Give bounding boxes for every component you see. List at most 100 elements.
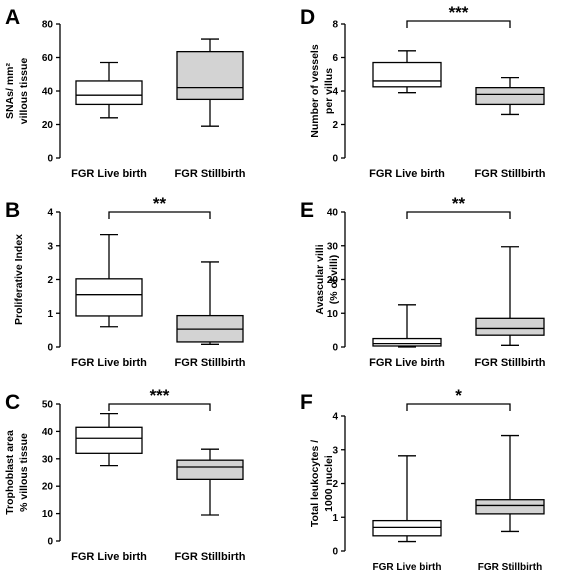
panel-c: C 0 10 20 30 40 50 Trophoblast area% villous ti…: [4, 386, 246, 563]
box-stillbirth: [475, 76, 545, 116]
box-stillbirth: [176, 38, 244, 127]
y-tick-label: 2: [332, 120, 338, 131]
category-label: FGR Stillbirth: [475, 357, 546, 369]
box-iqr: [75, 278, 143, 317]
significance-bracket: [406, 20, 511, 28]
y-tick-label: 30: [327, 241, 339, 252]
significance-bracket: [108, 403, 211, 411]
y-tick-label: 6: [332, 53, 338, 64]
y-tick-label: 4: [332, 87, 338, 98]
y-axis-label: Trophoblast area: [4, 430, 16, 515]
y-axis-label: 1000 nuclei: [323, 455, 335, 512]
y-tick-label: 0: [47, 537, 53, 548]
y-axis-label: Number of vessels: [309, 44, 321, 138]
y-tick-label: 50: [42, 400, 54, 411]
box-iqr: [475, 499, 545, 515]
box-live-birth: [372, 50, 442, 94]
y-tick-label: 30: [42, 454, 54, 465]
panel-letter: B: [5, 199, 20, 222]
significance-bracket: [406, 403, 511, 411]
box-live-birth: [372, 455, 442, 543]
y-tick-label: 1: [332, 513, 338, 524]
y-tick-label: 40: [42, 427, 54, 438]
panel-d: D 0 2 4 6 8 Number of vessels per villus FGR Liv…: [300, 3, 546, 180]
significance-stars: **: [452, 194, 466, 213]
panel-letter: F: [300, 391, 313, 414]
category-label: FGR Live birth: [369, 357, 445, 369]
panel-a: A 0 20 40 60 80 SNAs/ mm² villous tissue FGR Liv…: [4, 6, 246, 180]
category-label: FGR Live birth: [71, 551, 147, 563]
y-axis-label: Total leukocytes /: [309, 440, 321, 527]
significance-bracket: [406, 211, 511, 219]
box-iqr: [372, 337, 442, 347]
y-tick-label: 4: [47, 208, 53, 219]
y-tick-label: 20: [42, 120, 54, 131]
panel-letter: C: [5, 391, 20, 414]
y-tick-label: 0: [332, 343, 338, 354]
significance-stars: *: [455, 386, 462, 405]
box-stillbirth: [475, 246, 545, 346]
panel-f: F 0 1 2 3 4 Total leukocytes /1000 nuclei FGR L…: [300, 386, 545, 570]
significance-bracket: [108, 211, 211, 219]
y-axis-label: % villous tissue: [18, 433, 30, 512]
box-stillbirth: [176, 261, 244, 345]
category-label: FGR Stillbirth: [475, 168, 546, 180]
y-tick-label: 0: [47, 343, 53, 354]
panel-e: E 0 10 20 30 40 Avascular villi (% of villi) FGR…: [300, 194, 546, 369]
box-stillbirth: [475, 434, 545, 533]
box-iqr: [176, 50, 244, 101]
category-label: FGR Live birth: [373, 562, 442, 570]
significance-stars: ***: [150, 386, 170, 405]
y-tick-label: 10: [42, 509, 54, 520]
category-label: FGR Stillbirth: [175, 357, 246, 369]
category-label: FGR Stillbirth: [478, 562, 542, 570]
y-tick-label: 0: [332, 547, 338, 558]
box-iqr: [475, 317, 545, 336]
box-live-birth: [75, 61, 143, 119]
y-tick-label: 3: [332, 445, 338, 456]
significance-stars: ***: [449, 3, 469, 22]
panel-letter: D: [300, 6, 315, 29]
y-axis-label: Avascular villi: [314, 244, 326, 314]
y-axis-label: SNAs/ mm²: [4, 62, 16, 119]
category-label: FGR Stillbirth: [175, 551, 246, 563]
y-tick-label: 2: [332, 479, 338, 490]
box-iqr: [372, 61, 442, 88]
category-label: FGR Live birth: [71, 357, 147, 369]
y-tick-label: 60: [42, 53, 54, 64]
y-axis-label: (% of villi): [328, 255, 340, 305]
y-tick-label: 20: [327, 275, 339, 286]
y-tick-label: 20: [42, 482, 54, 493]
box-iqr: [75, 426, 143, 454]
category-label: FGR Stillbirth: [175, 168, 246, 180]
y-tick-label: 2: [47, 275, 53, 286]
significance-stars: **: [153, 194, 167, 213]
y-tick-label: 80: [42, 20, 54, 31]
y-tick-label: 0: [47, 154, 53, 165]
panel-letter: E: [300, 199, 314, 222]
box-iqr: [176, 459, 244, 481]
box-iqr: [475, 87, 545, 106]
y-axis-label: Proliferative Index: [13, 234, 25, 325]
y-tick-label: 4: [332, 412, 338, 423]
box-iqr: [372, 519, 442, 537]
y-tick-label: 10: [327, 309, 339, 320]
y-axis-label: villous tissue: [18, 58, 30, 125]
category-label: FGR Live birth: [369, 168, 445, 180]
box-live-birth: [372, 304, 442, 348]
box-live-birth: [75, 412, 143, 467]
y-tick-label: 3: [47, 241, 53, 252]
y-tick-label: 1: [47, 309, 53, 320]
box-live-birth: [75, 233, 143, 328]
box-iqr: [75, 80, 143, 106]
panel-b: B 0 1 2 3 4 Proliferative Index FGR Live birth F…: [5, 194, 246, 369]
y-tick-label: 40: [327, 208, 339, 219]
box-stillbirth: [176, 448, 244, 516]
y-axis-label: per villus: [323, 68, 335, 114]
panel-letter: A: [5, 6, 20, 29]
y-tick-label: 8: [332, 20, 338, 31]
y-tick-label: 40: [42, 87, 54, 98]
y-tick-label: 0: [332, 154, 338, 165]
category-label: FGR Live birth: [71, 168, 147, 180]
